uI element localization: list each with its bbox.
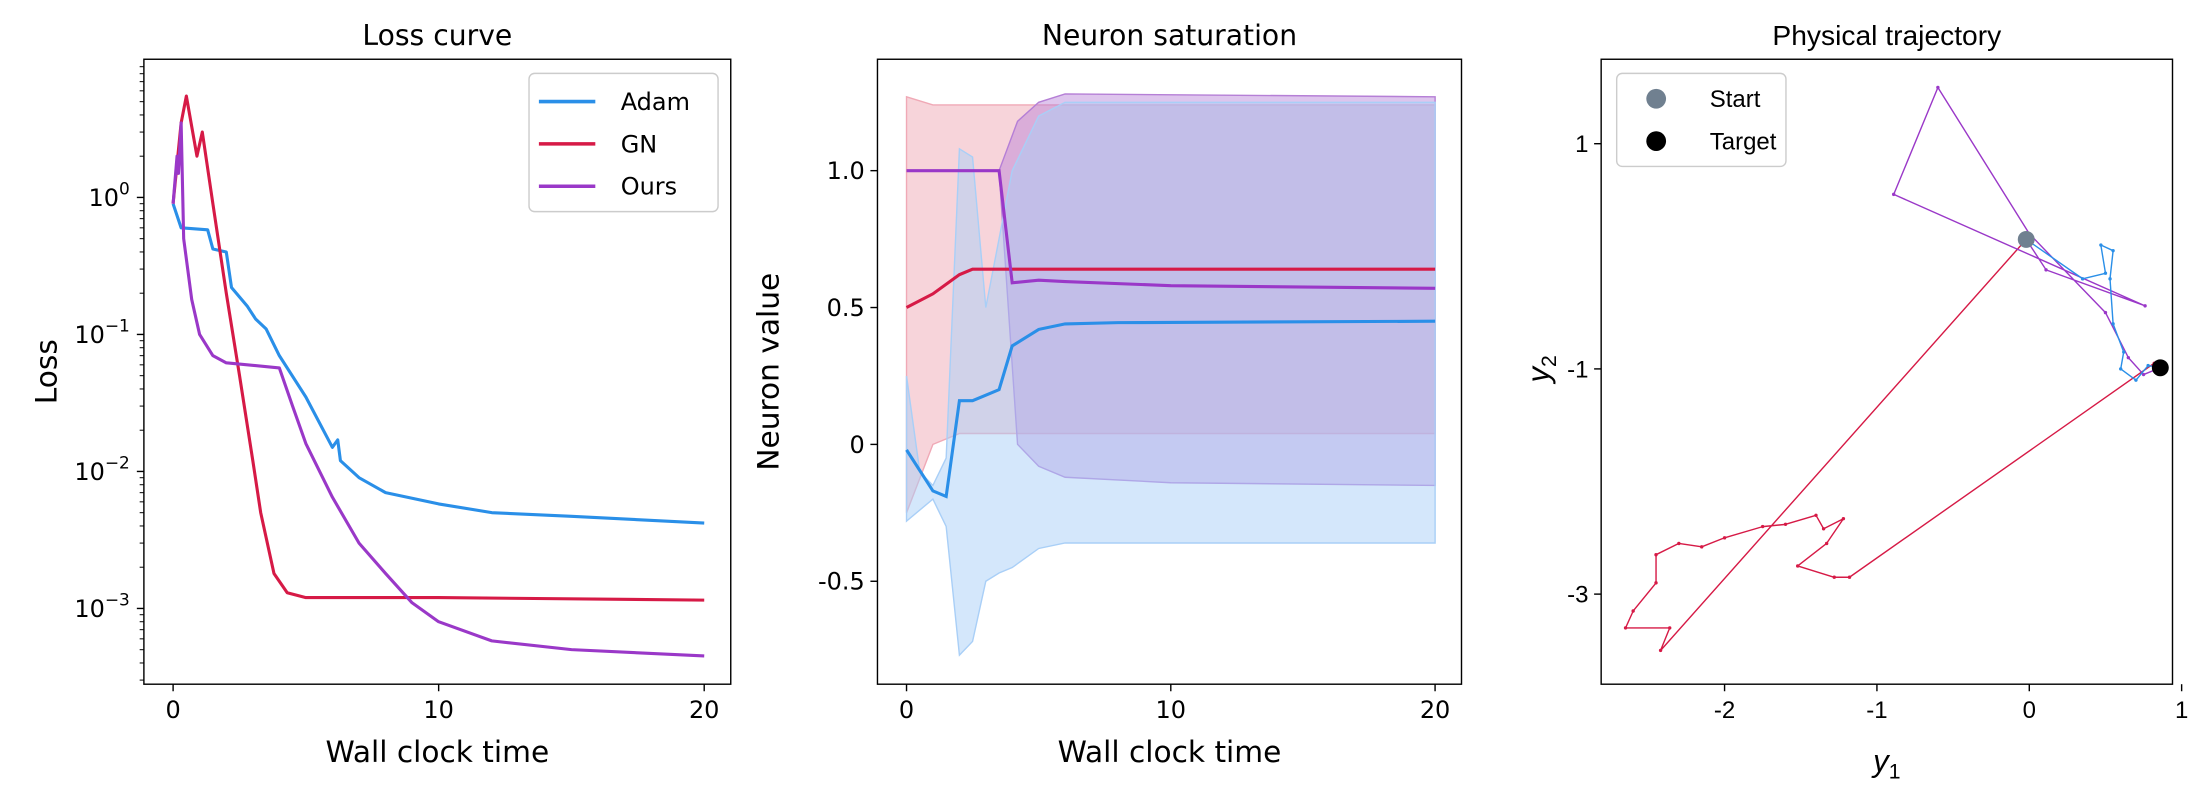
legend-label: Target bbox=[1710, 129, 1777, 156]
point-gn bbox=[1654, 553, 1658, 557]
point-adam bbox=[2080, 277, 2085, 281]
x-tick-label: -1 bbox=[1866, 697, 1887, 724]
x-tick-label: 10 bbox=[423, 696, 454, 724]
legend-marker-start bbox=[1646, 88, 1667, 109]
point-adam bbox=[2119, 367, 2123, 371]
x-tick-label: 20 bbox=[689, 696, 719, 724]
line-gn bbox=[171, 94, 705, 602]
y-axis-label: Loss bbox=[29, 339, 63, 404]
y-axis-label: y2 bbox=[1521, 355, 1561, 384]
y-tick-label: 1.0 bbox=[827, 157, 865, 185]
x-tick-label: 10 bbox=[1156, 696, 1187, 724]
point-gn bbox=[1814, 513, 1818, 517]
point-adam bbox=[2146, 363, 2150, 368]
line-ours bbox=[171, 121, 705, 658]
x-tick-label: 20 bbox=[1420, 696, 1451, 724]
y-tick-label: 1 bbox=[1575, 131, 1588, 158]
point-ours bbox=[1891, 192, 1896, 197]
point-gn bbox=[1700, 545, 1704, 549]
plot-area bbox=[905, 93, 1436, 657]
point-gn bbox=[1796, 564, 1800, 568]
point-adam bbox=[2099, 243, 2103, 247]
y-tick-label: 0 bbox=[850, 431, 865, 459]
point-gn bbox=[1783, 522, 1788, 526]
y-tick-label: 0.5 bbox=[827, 294, 865, 322]
point-gn bbox=[1821, 527, 1826, 531]
x-tick-label: 0 bbox=[165, 696, 180, 724]
point-gn bbox=[1824, 541, 1829, 546]
point-ours bbox=[2141, 372, 2146, 377]
axes-frame bbox=[876, 58, 1463, 685]
point-ours bbox=[2126, 355, 2131, 360]
y-tick-label: 10−1 bbox=[74, 316, 129, 349]
point-ours bbox=[2103, 310, 2108, 315]
point-adam bbox=[2103, 271, 2108, 275]
legend-frame bbox=[528, 72, 719, 213]
point-gn bbox=[1677, 541, 1681, 546]
point-adam bbox=[2111, 248, 2115, 253]
plot-area bbox=[1623, 85, 2169, 653]
legend-label: Start bbox=[1710, 86, 1761, 113]
chart-title: Neuron saturation bbox=[1042, 19, 1297, 52]
x-axis-label: Wall clock time bbox=[1058, 735, 1282, 769]
point-adam bbox=[2111, 322, 2115, 326]
marker-target bbox=[2151, 359, 2169, 377]
legend: Adam GN Ours bbox=[528, 72, 719, 213]
line-gn bbox=[905, 267, 1436, 309]
y-tick-label: 100 bbox=[89, 179, 130, 212]
chart-title: Physical trajectory bbox=[1772, 19, 2002, 51]
y-tick-label: -0.5 bbox=[818, 568, 865, 596]
legend-label: Adam bbox=[621, 88, 690, 116]
band-adam bbox=[905, 101, 1436, 657]
x-tick-label: 1 bbox=[2175, 697, 2188, 724]
point-gn bbox=[1623, 626, 1628, 630]
panel-3: -2 -1 0 1 1 -1 -3 Physical trajectory y1 y2 Start T… bbox=[1521, 19, 2188, 784]
line-adam bbox=[905, 319, 1436, 499]
x-tick-label: -2 bbox=[1714, 697, 1735, 724]
point-ours bbox=[1936, 85, 1940, 90]
legend: Start Target bbox=[1615, 72, 1787, 168]
point-gn bbox=[1658, 648, 1663, 653]
point-adam bbox=[2134, 378, 2138, 382]
axes-frame bbox=[143, 58, 732, 685]
plot-area bbox=[171, 94, 705, 658]
point-gn bbox=[1847, 575, 1852, 579]
line-adam bbox=[171, 203, 705, 525]
point-gn bbox=[1841, 516, 1846, 521]
point-gn bbox=[1760, 524, 1765, 529]
legend-label: GN bbox=[621, 130, 658, 158]
point-ours bbox=[2044, 268, 2048, 272]
y-tick-label: -3 bbox=[1567, 582, 1588, 609]
x-axis-label: Wall clock time bbox=[325, 735, 549, 769]
point-gn bbox=[1722, 536, 1727, 540]
axes-frame bbox=[1600, 58, 2174, 685]
y-tick-label: 10−2 bbox=[74, 453, 129, 486]
point-adam bbox=[2122, 350, 2126, 354]
line-gn bbox=[1624, 238, 2161, 652]
x-tick-label: 0 bbox=[2023, 697, 2036, 724]
point-gn bbox=[1631, 609, 1635, 613]
chart-title: Loss curve bbox=[362, 19, 512, 52]
y-tick-label: -1 bbox=[1567, 356, 1588, 383]
point-gn bbox=[1654, 581, 1658, 585]
legend-marker-target bbox=[1646, 131, 1667, 151]
point-adam bbox=[2108, 277, 2112, 281]
point-gn bbox=[1832, 575, 1836, 579]
line-ours bbox=[1893, 86, 2161, 376]
marker-start bbox=[2017, 230, 2035, 248]
panel-1: 0 10 20 100 10−1 10−2 10−3 Loss curve Wall clock… bbox=[29, 19, 732, 769]
x-axis-label: y1 bbox=[1871, 744, 1900, 784]
point-ours bbox=[2143, 304, 2147, 308]
x-tick-label: 0 bbox=[899, 696, 914, 724]
y-tick-label: 10−3 bbox=[74, 590, 129, 623]
line-adam bbox=[2025, 238, 2161, 381]
panel-2: 0 10 20 1.0 0.5 0 -0.5 Neuron saturation Wall cl… bbox=[752, 19, 1463, 769]
point-gn bbox=[1668, 626, 1672, 630]
line-ours bbox=[906, 169, 1436, 290]
y-axis-label: Neuron value bbox=[752, 273, 786, 471]
legend-label: Ours bbox=[621, 173, 677, 201]
